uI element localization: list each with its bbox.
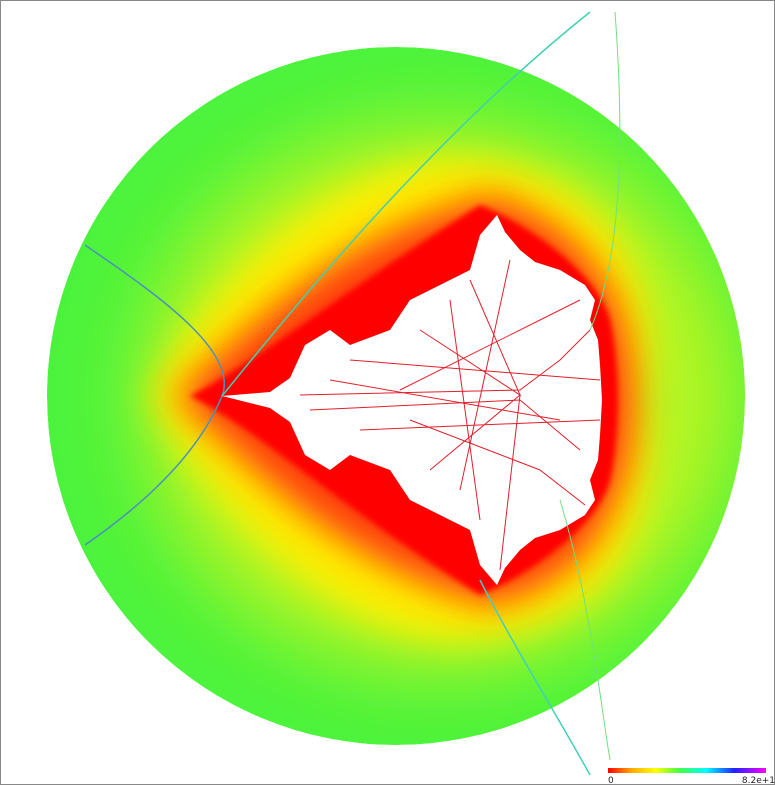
field-lines <box>84 11 621 776</box>
colorbar-max-label: 8.2e+1 <box>742 776 775 785</box>
orbit-lines <box>299 259 601 571</box>
colorbar-min-label: 0 <box>608 776 614 785</box>
colorbar-gradient <box>608 768 766 773</box>
fractal-interior <box>222 215 602 585</box>
colorbar: 0 8.2e+1 <box>608 768 775 785</box>
